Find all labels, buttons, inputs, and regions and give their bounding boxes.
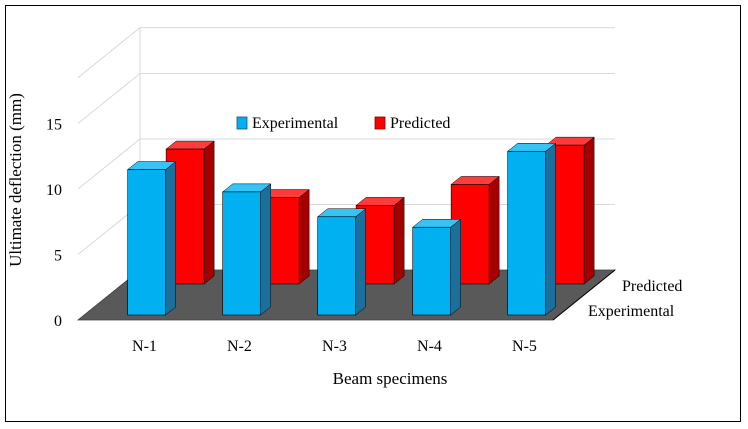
x-tick-label: N-5 <box>512 338 537 355</box>
y-axis-ticks: 0 5 10 15 <box>46 117 62 331</box>
bar-experimental-n-4 <box>412 226 452 316</box>
legend: Experimental Predicted <box>236 115 450 132</box>
gridline <box>77 73 615 124</box>
depth-label-predicted: Predicted <box>622 278 682 295</box>
depth-axis-line <box>552 269 616 321</box>
bar-side-experimental-n-1 <box>165 161 176 316</box>
bar-experimental-n-5 <box>507 150 547 316</box>
gridline <box>77 27 615 79</box>
x-axis-ticks: N-1 N-2 N-3 N-4 N-5 <box>132 338 537 355</box>
x-tick-label: N-3 <box>322 338 347 355</box>
bar-side-predicted-n-5 <box>583 136 595 285</box>
chart-frame <box>5 5 741 422</box>
y-tick-label: 15 <box>46 117 62 134</box>
bar-experimental-n-3 <box>317 216 357 316</box>
legend-label-experimental: Experimental <box>252 115 339 132</box>
bar-side-predicted-n-2 <box>298 189 310 285</box>
x-tick-label: N-1 <box>132 338 157 355</box>
bar-experimental-n-2 <box>222 191 261 316</box>
bar-side-experimental-n-3 <box>355 208 366 316</box>
bar-side-experimental-n-5 <box>545 142 556 316</box>
y-tick-label: 10 <box>46 182 62 199</box>
x-tick-label: N-2 <box>227 338 252 355</box>
y-axis-title: Ultimate deflection (mm) <box>6 93 25 267</box>
bar-side-predicted-n-1 <box>203 140 215 285</box>
bars-layer <box>126 136 595 316</box>
bar-side-experimental-n-2 <box>260 183 271 316</box>
depth-axis-labels: Predicted Experimental <box>552 269 682 321</box>
y-tick-label: 0 <box>54 313 62 330</box>
x-tick-label: N-4 <box>417 338 442 355</box>
legend-label-predicted: Predicted <box>390 115 450 132</box>
bar-side-predicted-n-3 <box>393 196 405 285</box>
depth-label-experimental: Experimental <box>588 303 675 320</box>
x-axis-title: Beam specimens <box>333 369 448 388</box>
legend-swatch-predicted <box>374 116 386 130</box>
bar-experimental-n-1 <box>127 169 166 316</box>
legend-swatch-experimental <box>236 116 248 130</box>
bar-side-experimental-n-4 <box>450 218 461 316</box>
bar-side-predicted-n-4 <box>488 175 500 285</box>
y-tick-label: 5 <box>54 248 62 265</box>
